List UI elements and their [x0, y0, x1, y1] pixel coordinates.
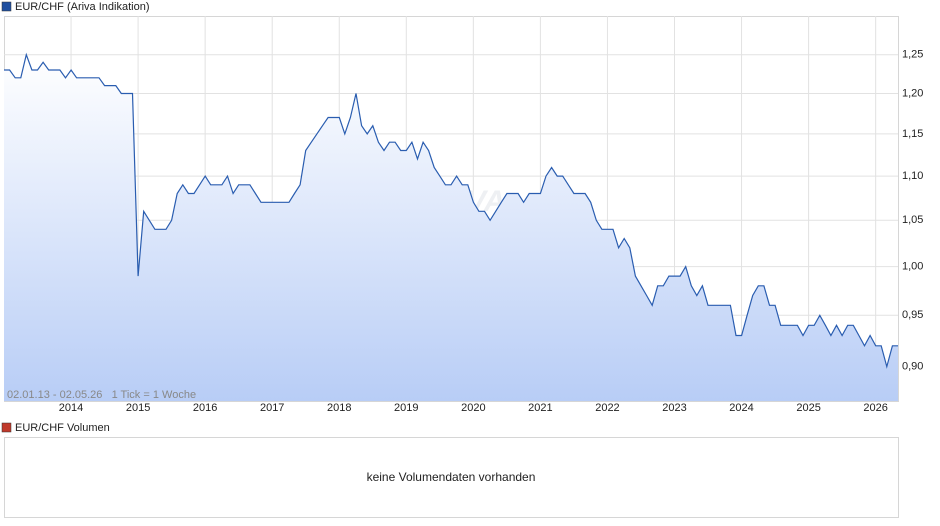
x-tick-label: 2022 — [595, 402, 619, 414]
y-tick-label: 1,10 — [902, 170, 923, 182]
y-tick-label: 1,00 — [902, 260, 923, 272]
annotation: 02.01.13 - 02.05.26 1 Tick = 1 Woche — [7, 389, 196, 401]
x-tick-label: 2021 — [528, 402, 552, 414]
x-tick-label: 2025 — [796, 402, 820, 414]
x-tick-label: 2019 — [394, 402, 418, 414]
x-tick-label: 2024 — [729, 402, 753, 414]
volume-legend-label: EUR/CHF Volumen — [15, 422, 110, 434]
price-line — [4, 52, 898, 369]
y-tick-label: 1,20 — [902, 87, 923, 99]
volume-note: keine Volumendaten vorhanden — [367, 470, 536, 484]
x-tick-label: 2014 — [59, 402, 83, 414]
x-tick-label: 2017 — [260, 402, 284, 414]
volume-panel — [4, 437, 899, 518]
y-tick-label: 1,25 — [902, 49, 923, 61]
x-tick-label: 2023 — [662, 402, 686, 414]
x-tick-label: 2015 — [126, 402, 150, 414]
y-tick-label: 1,05 — [902, 214, 923, 226]
y-tick-label: 0,95 — [902, 309, 923, 321]
volume-legend-swatch — [1, 422, 12, 433]
x-tick-label: 2020 — [461, 402, 485, 414]
area — [4, 54, 898, 401]
legend-label: EUR/CHF (Ariva Indikation) — [15, 1, 149, 13]
y-tick-label: 1,15 — [902, 128, 923, 140]
x-tick-label: 2018 — [327, 402, 351, 414]
x-tick-label: 2026 — [863, 402, 887, 414]
y-tick-label: 0,90 — [902, 361, 923, 373]
legend-swatch — [1, 1, 12, 12]
x-tick-label: 2016 — [193, 402, 217, 414]
